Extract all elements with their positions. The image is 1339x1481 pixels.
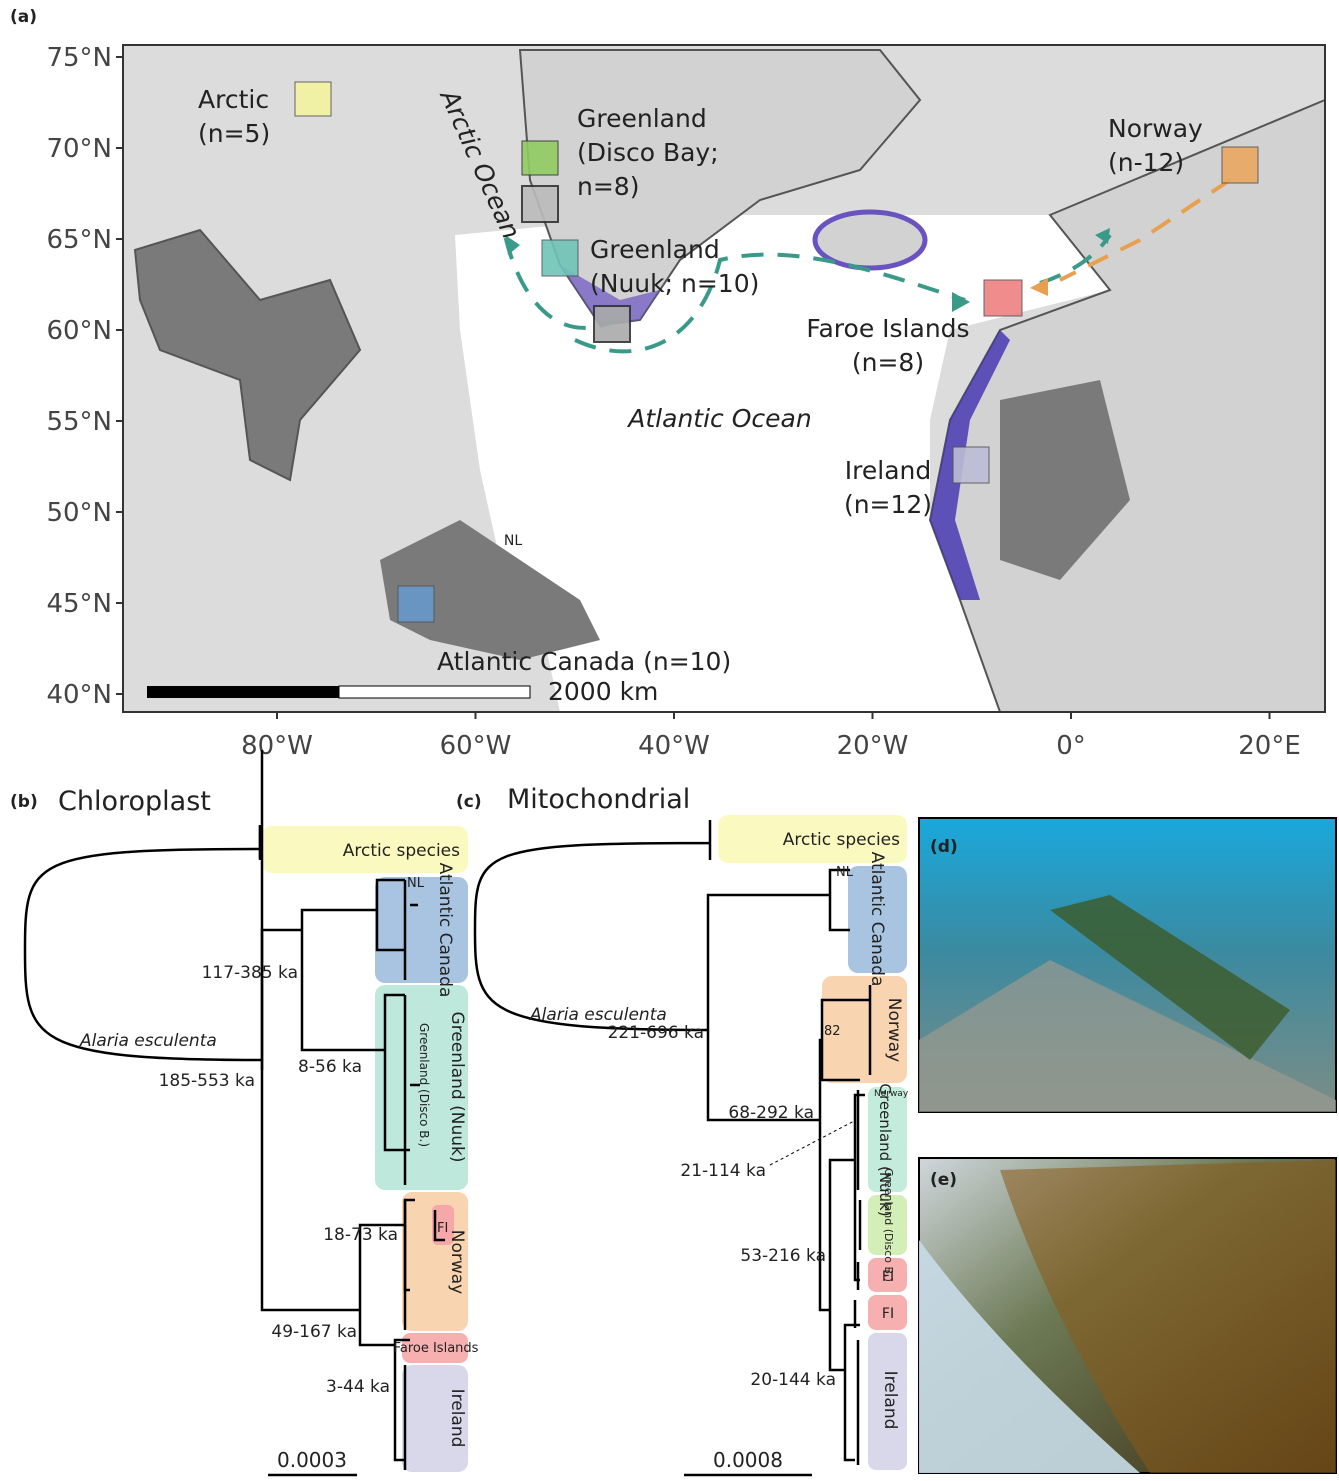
site-label: n=8) — [577, 172, 639, 201]
site-label: Arctic — [198, 85, 269, 114]
site-label: (n-12) — [1108, 148, 1184, 177]
tree-branch — [475, 820, 870, 1460]
site-marker — [522, 186, 558, 222]
lon-tick-label: 0° — [1056, 731, 1086, 761]
node-age: 3-44 ka — [326, 1377, 390, 1397]
site-label: (Disco Bay; — [577, 138, 719, 167]
node-age: 49-167 ka — [271, 1322, 357, 1342]
clade-label: FI — [437, 1221, 448, 1236]
clade-label: Atlantic Canada — [867, 852, 887, 987]
lat-tick-label: 65°N — [46, 225, 112, 255]
species-label: Alaria esculenta — [79, 1031, 217, 1051]
clade-label: NL — [407, 876, 425, 891]
node-age: 68-292 ka — [728, 1103, 814, 1123]
site-label: (Nuuk; n=10) — [590, 269, 759, 298]
panel-title: Chloroplast — [58, 786, 211, 817]
site-marker — [522, 141, 558, 175]
lon-tick-label: 20°W — [837, 731, 909, 761]
lon-tick-label: 20°E — [1238, 731, 1301, 761]
clade-label: Ireland — [880, 1371, 900, 1430]
panel-title: Mitochondrial — [507, 784, 690, 815]
ocean-label: Atlantic Ocean — [626, 404, 811, 433]
panel-label: (d) — [930, 837, 958, 857]
clade-label: Ireland — [447, 1389, 467, 1448]
site-label: (n=8) — [852, 348, 924, 377]
clade-label: Arctic species — [343, 841, 460, 861]
support-value: 82 — [824, 1024, 841, 1039]
site-label: Norway — [1108, 114, 1203, 143]
clade-label: Norway — [884, 998, 904, 1063]
clade-label: FI — [882, 1306, 894, 1322]
map — [123, 45, 1325, 712]
node-age: 53-216 ka — [740, 1246, 826, 1266]
site-label: Ireland — [845, 456, 931, 485]
scale-label: 2000 km — [548, 677, 658, 706]
site-marker — [1222, 147, 1258, 183]
clade-label: Greenland (Disco B.) — [882, 1168, 895, 1282]
node-age: 21-114 ka — [680, 1161, 766, 1181]
site-marker — [398, 586, 434, 622]
lat-tick-label: 70°N — [46, 134, 112, 164]
site-label: Atlantic Canada (n=10) — [437, 647, 731, 676]
scale-label: 0.0003 — [277, 1448, 347, 1472]
node-age: 20-144 ka — [750, 1370, 836, 1390]
scale-bar — [339, 686, 530, 698]
panel-label: (b) — [10, 792, 38, 812]
scale-label: 0.0008 — [713, 1448, 783, 1472]
site-marker — [953, 447, 989, 483]
site-label: (n=12) — [844, 490, 932, 519]
node-age: 117-385 ka — [202, 963, 298, 983]
clade-label: Greenland (Disco B.) — [417, 1023, 431, 1147]
figure: (a) 75°N 70°N 65°N 60°N 55°N 50°N 45°N 40°N 80°W… — [0, 0, 1339, 1481]
clade-label: Atlantic Canada — [435, 863, 455, 998]
node-age: 18-73 ka — [323, 1225, 398, 1245]
clade-label: NL — [836, 865, 854, 880]
clade-label: Norway — [447, 1230, 467, 1295]
clade-label: Faroe Islands — [394, 1341, 479, 1356]
lat-tick-label: 55°N — [46, 407, 112, 437]
site-label: Faroe Islands — [806, 314, 969, 343]
lat-tick-label: 50°N — [46, 498, 112, 528]
lon-tick-label: 40°W — [638, 731, 710, 761]
clade-label: Arctic species — [783, 830, 900, 850]
species-label: Alaria esculenta — [529, 1005, 667, 1025]
lat-tick-label: 75°N — [46, 43, 112, 73]
lat-tick-label: 60°N — [46, 316, 112, 346]
node-age: 8-56 ka — [298, 1057, 362, 1077]
node-age: 221-696 ka — [608, 1023, 704, 1043]
site-marker — [295, 82, 331, 116]
site-marker — [984, 280, 1022, 316]
lat-tick-label: 45°N — [46, 589, 112, 619]
site-label: Greenland — [590, 235, 720, 264]
site-marker — [594, 306, 630, 342]
site-label: (n=5) — [198, 119, 270, 148]
lat-tick-label: 40°N — [46, 680, 112, 710]
lon-tick-label: 60°W — [440, 731, 512, 761]
scale-bar — [147, 686, 339, 698]
leader-line — [770, 1120, 856, 1165]
lon-tick-label: 80°W — [241, 731, 313, 761]
panel-label: (c) — [456, 792, 482, 812]
clade-label: FI — [882, 1269, 894, 1285]
site-marker — [542, 240, 578, 276]
inlet-label: NL — [504, 533, 522, 549]
panel-label: (a) — [10, 7, 37, 27]
node-age: 185-553 ka — [159, 1071, 255, 1091]
site-label: Greenland — [577, 104, 707, 133]
panel-label: (e) — [930, 1170, 957, 1190]
clade-label: Greenland (Nuuk) — [447, 1012, 467, 1163]
